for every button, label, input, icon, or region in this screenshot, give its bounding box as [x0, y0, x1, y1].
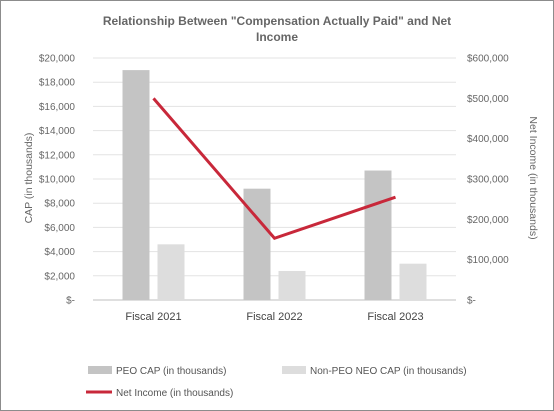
left-tick-label: $12,000: [39, 150, 76, 161]
right-tick-label: $-: [467, 296, 476, 307]
bars: [122, 70, 427, 300]
chart-title: Relationship Between "Compensation Actua…: [102, 14, 452, 44]
left-tick-label: $-: [66, 296, 75, 307]
legend-label-non-peo-cap: Non-PEO NEO CAP (in thousands): [310, 366, 467, 377]
category-label: Fiscal 2022: [246, 311, 302, 323]
right-tick-label: $100,000: [467, 255, 509, 266]
right-axis-title: Net Income (in thousands): [527, 116, 539, 239]
left-tick-label: $10,000: [39, 175, 76, 186]
left-tick-label: $16,000: [39, 102, 76, 113]
right-tick-label: $400,000: [467, 134, 509, 145]
left-tick-label: $20,000: [39, 54, 76, 65]
bar-peo-cap-fiscal-2021: [122, 70, 150, 300]
left-tick-label: $14,000: [39, 126, 76, 137]
category-label: Fiscal 2023: [367, 311, 423, 323]
right-tick-label: $600,000: [467, 54, 509, 65]
bar-peo-cap-fiscal-2023: [364, 170, 392, 300]
left-axis-title: CAP (in thousands): [23, 133, 35, 224]
left-axis-ticks: $- $2,000 $4,000 $6,000 $8,000 $10,000 $12,000…: [39, 54, 76, 307]
left-tick-label: $2,000: [44, 271, 75, 282]
legend-swatch-peo-cap: [88, 366, 112, 374]
left-tick-label: $6,000: [44, 223, 75, 234]
left-tick-label: $18,000: [39, 78, 76, 89]
left-tick-label: $8,000: [44, 199, 75, 210]
net-income-line: [152, 97, 396, 241]
legend-label-net-income: Net Income (in thousands): [116, 388, 233, 399]
gridlines: [93, 57, 456, 301]
right-tick-label: $300,000: [467, 175, 509, 186]
bar-non-peo-cap-fiscal-2023: [399, 263, 427, 300]
right-axis-ticks: $- $100,000 $200,000 $300,000 $400,000 $500,0…: [467, 54, 509, 307]
net-income-line-layer: [152, 97, 396, 241]
right-tick-label: $500,000: [467, 94, 509, 105]
category-labels: Fiscal 2021 Fiscal 2022 Fiscal 2023: [125, 311, 423, 323]
bar-non-peo-cap-fiscal-2021: [157, 244, 185, 300]
legend-label-peo-cap: PEO CAP (in thousands): [116, 366, 226, 377]
bar-non-peo-cap-fiscal-2022: [278, 270, 306, 300]
legend: PEO CAP (in thousands) Non-PEO NEO CAP (…: [86, 366, 467, 399]
left-tick-label: $4,000: [44, 247, 75, 258]
right-tick-label: $200,000: [467, 215, 509, 226]
category-label: Fiscal 2021: [125, 311, 181, 323]
legend-swatch-non-peo-cap: [282, 366, 306, 374]
